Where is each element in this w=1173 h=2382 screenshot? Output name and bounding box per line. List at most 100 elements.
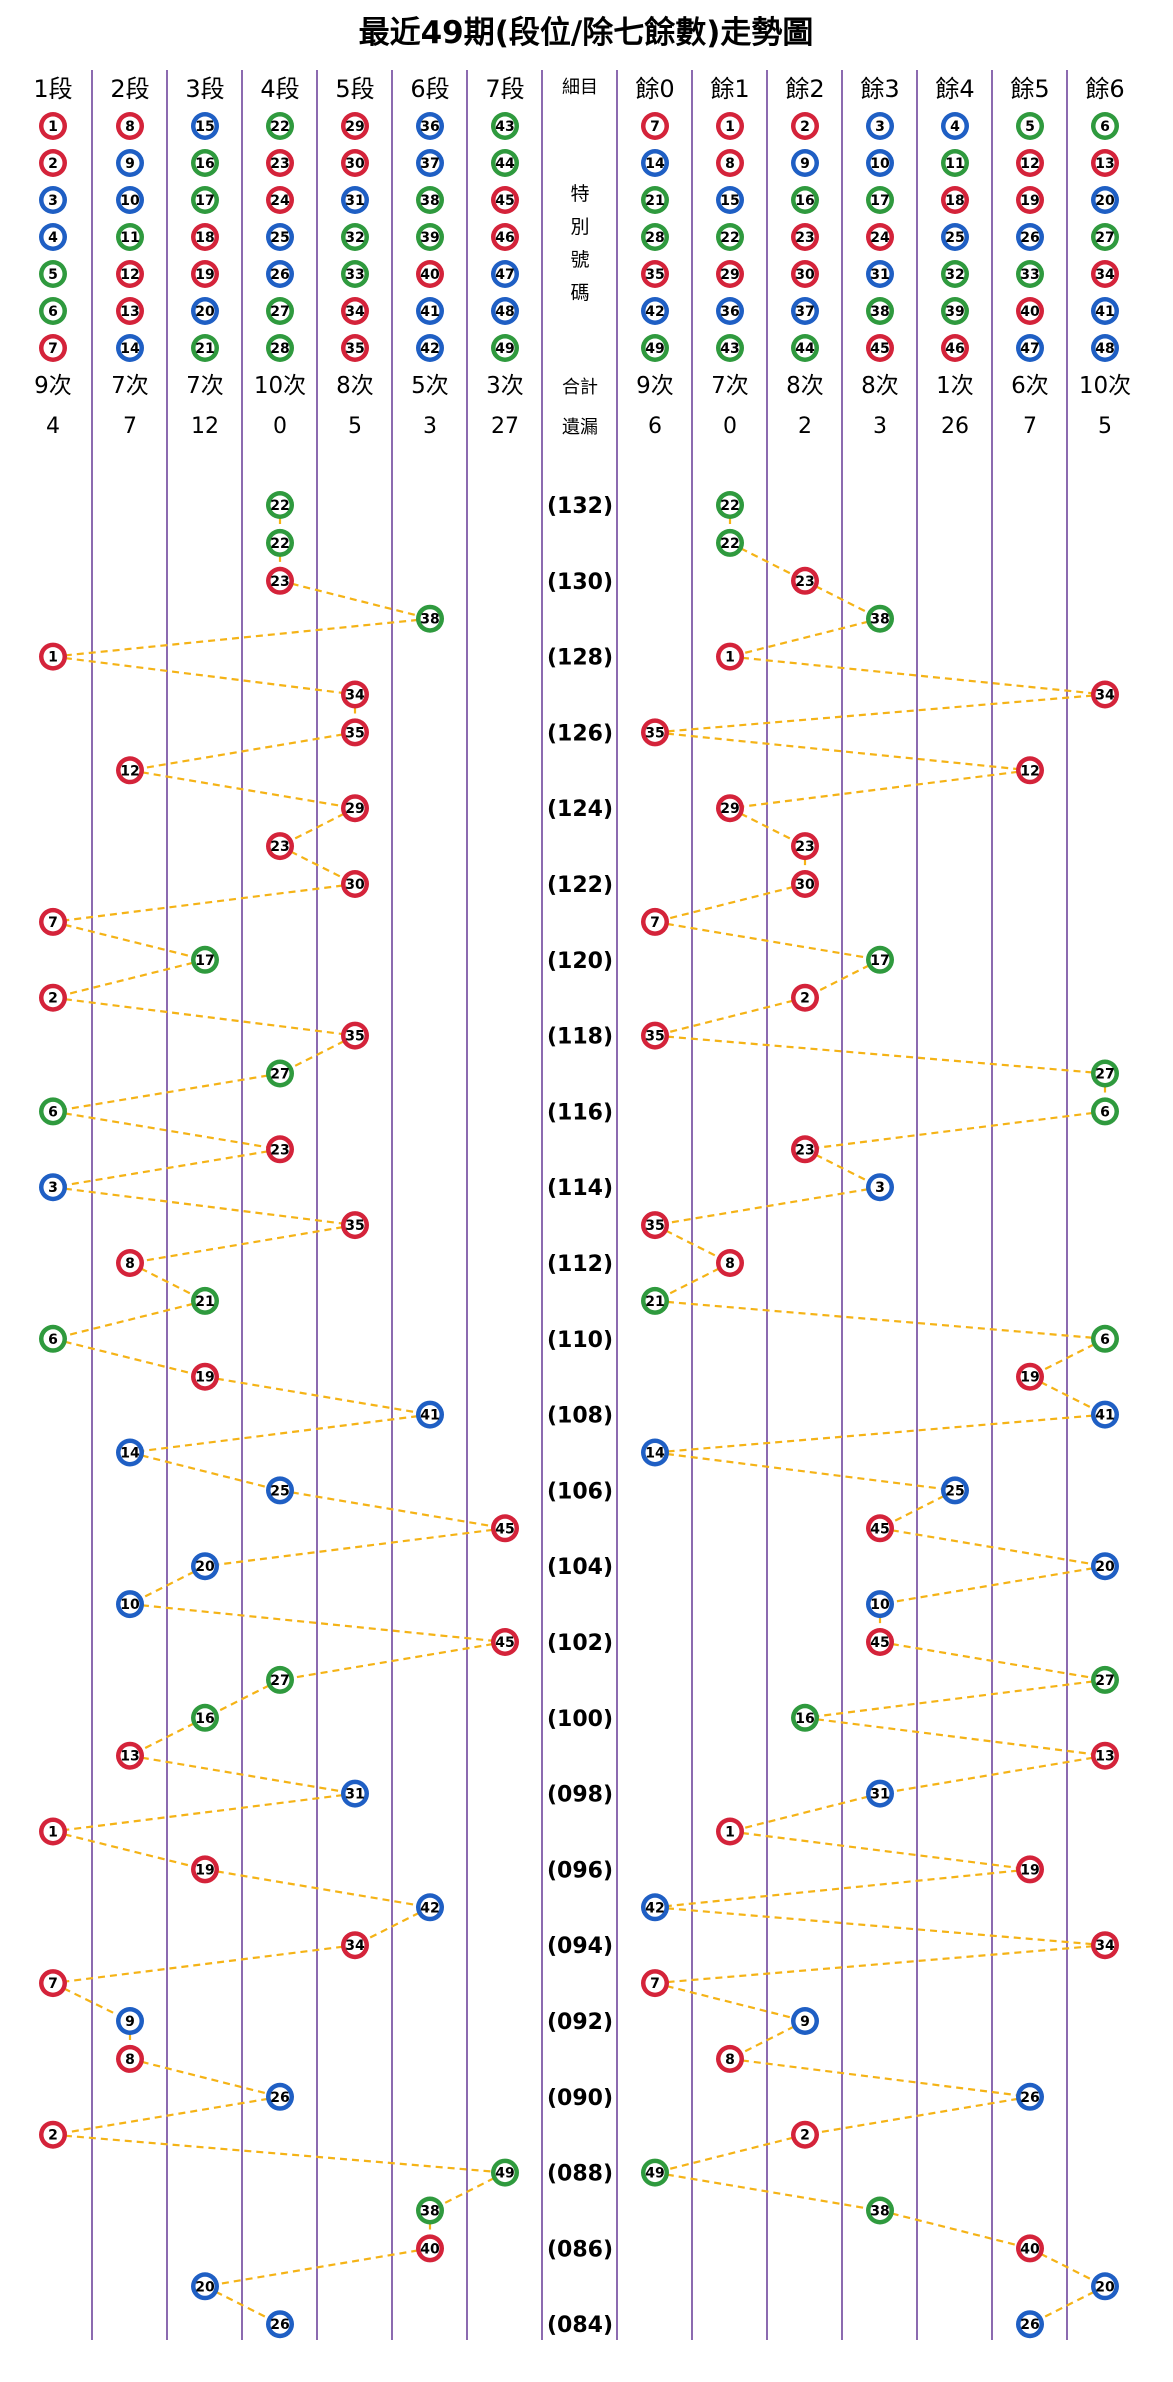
segment-connector — [129, 1451, 281, 1492]
segment-header-ball: 5 — [39, 260, 67, 288]
segment-connector — [279, 1489, 506, 1530]
ball-face — [1095, 685, 1115, 704]
remainder-omission: 7 — [1023, 414, 1037, 439]
ball-number: 45 — [495, 1521, 514, 1537]
period-label: (104) — [547, 1555, 613, 1580]
ball-number: 35 — [645, 1218, 664, 1234]
ball-number: 12 — [1020, 156, 1039, 172]
ball-number: 40 — [1020, 2241, 1040, 2257]
remainder-connector — [729, 2057, 1031, 2098]
remainder-header-ball: 37 — [791, 297, 819, 325]
segment-history-ball: 34 — [341, 680, 369, 709]
remainder-history-ball: 25 — [941, 1476, 969, 1505]
ball-face — [43, 1973, 63, 1993]
ball-number: 30 — [345, 156, 365, 172]
remainder-connector — [654, 1262, 731, 1302]
ball-number: 29 — [345, 119, 364, 135]
ball-number: 27 — [1095, 1673, 1114, 1689]
ball-number: 14 — [645, 1446, 665, 1462]
segment-history-ball: 29 — [341, 794, 369, 823]
ball-face — [1020, 2314, 1040, 2334]
remainder-header-ball: 23 — [791, 223, 819, 251]
segment-header-ball: 24 — [266, 186, 294, 214]
ball-face — [345, 153, 365, 173]
ball-face — [43, 153, 63, 173]
ball-face — [345, 116, 365, 136]
remainder-history-ball: 3 — [866, 1173, 894, 1202]
period-label: (114) — [547, 1176, 613, 1201]
segment-connector — [129, 1413, 431, 1454]
ball-face — [795, 1139, 815, 1159]
ball-number: 40 — [420, 267, 440, 283]
remainder-history-ball: 8 — [716, 2044, 744, 2073]
ball-face — [645, 190, 665, 210]
ball-face — [1095, 1329, 1115, 1349]
ball-face — [495, 264, 515, 284]
ball-face — [1020, 2087, 1040, 2107]
ball-number: 31 — [870, 267, 889, 283]
ball-number: 10 — [120, 1597, 140, 1613]
remainder-history-ball: 14 — [641, 1438, 669, 1467]
segment-header-ball: 1 — [39, 112, 67, 140]
omission-label: 遺漏 — [562, 417, 598, 438]
segment-header-ball: 49 — [491, 334, 519, 362]
ball-number: 1 — [48, 119, 58, 135]
ball-face — [795, 836, 815, 856]
segment-history-ball: 35 — [341, 1211, 369, 1240]
remainder-history-ball: 26 — [1016, 2082, 1044, 2111]
period-label: (120) — [547, 949, 613, 974]
ball-face — [120, 227, 140, 247]
period-label: (124) — [547, 797, 613, 822]
period-label: (128) — [547, 646, 613, 671]
ball-number: 8 — [725, 156, 735, 172]
ball-number: 44 — [495, 156, 515, 172]
ball-number: 20 — [195, 304, 215, 320]
remainder-history-ball: 23 — [791, 1135, 819, 1164]
ball-face — [945, 190, 965, 210]
segment-count: 7次 — [111, 373, 149, 399]
ball-number: 26 — [270, 2090, 289, 2106]
ball-number: 8 — [725, 1256, 735, 1272]
ball-face — [270, 495, 290, 515]
ball-face — [720, 264, 740, 284]
remainder-connector — [804, 1110, 1106, 1151]
remainder-connector — [879, 1565, 1106, 1606]
ball-face — [345, 227, 365, 247]
ball-number: 8 — [125, 2052, 135, 2068]
ball-number: 23 — [270, 574, 289, 590]
ball-number: 25 — [270, 230, 289, 246]
ball-number: 19 — [1020, 1862, 1039, 1878]
remainder-connector — [654, 1413, 1106, 1454]
segment-history-ball: 20 — [191, 2272, 219, 2301]
segment-history-ball: 16 — [191, 1703, 219, 1732]
segment-header-ball: 17 — [191, 186, 219, 214]
ball-number: 49 — [495, 341, 514, 357]
ball-number: 21 — [645, 193, 664, 209]
ball-number: 33 — [1020, 267, 1039, 283]
ball-number: 45 — [495, 193, 514, 209]
ball-number: 1 — [48, 1825, 58, 1841]
ball-face — [43, 338, 63, 358]
ball-number: 25 — [945, 1483, 964, 1499]
ball-number: 19 — [1020, 1370, 1039, 1386]
ball-face — [720, 1822, 740, 1841]
remainder-history-ball: 26 — [1016, 2310, 1044, 2339]
ball-number: 33 — [345, 267, 364, 283]
ball-number: 9 — [125, 2014, 135, 2030]
special-number-label-char: 號 — [570, 249, 589, 271]
header-section: 1段12345679次42段8910111213147次73段151617181… — [33, 75, 1131, 439]
remainder-history-ball: 8 — [716, 1249, 744, 1277]
segment-omission: 3 — [423, 414, 437, 439]
segment-header-ball: 36 — [416, 112, 444, 140]
remainder-history-ball: 23 — [791, 566, 819, 595]
ball-face — [645, 722, 665, 742]
ball-number: 13 — [1095, 1749, 1114, 1765]
ball-number: 2 — [800, 2128, 810, 2144]
ball-face — [420, 609, 440, 629]
ball-face — [720, 533, 740, 553]
remainder-history-ball: 19 — [1016, 1855, 1044, 1884]
remainder-header-ball: 9 — [791, 149, 819, 177]
ball-number: 32 — [345, 230, 364, 246]
segment-header-ball: 27 — [266, 297, 294, 325]
segment-history-ball: 35 — [341, 1021, 369, 1050]
